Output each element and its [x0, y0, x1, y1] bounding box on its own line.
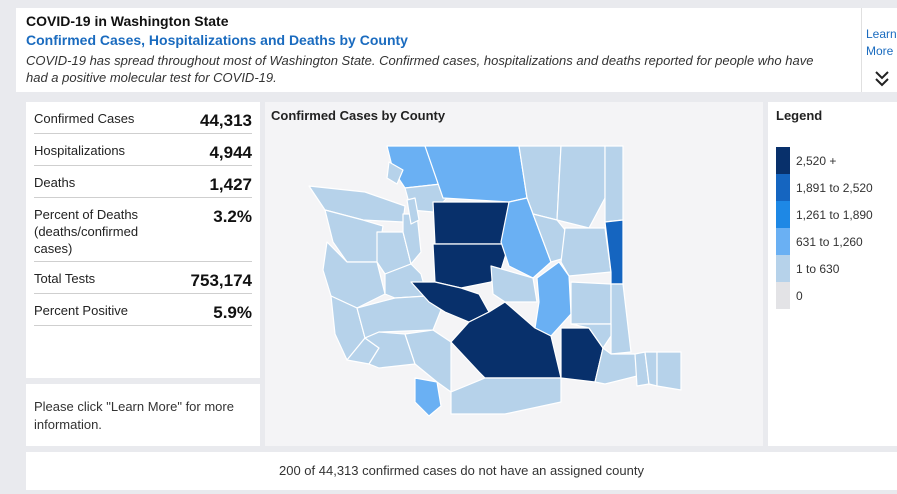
stat-label: Hospitalizations	[34, 143, 126, 158]
legend-item: 631 to 1,260	[776, 228, 889, 255]
county-map-panel: Confirmed Cases by County	[265, 102, 763, 446]
stat-row-deaths: Deaths 1,427	[34, 166, 252, 198]
legend-label: 1,891 to 2,520	[796, 180, 873, 195]
county-grays-harbor[interactable]	[322, 241, 386, 309]
washington-county-map[interactable]	[265, 102, 763, 446]
county-klickitat[interactable]	[450, 377, 562, 415]
stat-value: 4,944	[209, 143, 252, 162]
county-cowlitz[interactable]	[364, 331, 416, 369]
stat-row-confirmed: Confirmed Cases 44,313	[34, 102, 252, 134]
county-island[interactable]	[406, 197, 420, 225]
legend-swatch	[776, 147, 790, 174]
county-kittitas[interactable]	[490, 265, 538, 303]
legend-label: 631 to 1,260	[796, 234, 863, 249]
legend-item: 2,520 +	[776, 147, 889, 174]
legend-item: 0	[776, 282, 889, 309]
legend-item: 1,261 to 1,890	[776, 201, 889, 228]
unassigned-cases-footer: 200 of 44,313 confirmed cases do not hav…	[26, 452, 897, 490]
stat-value: 753,174	[190, 271, 252, 290]
stat-row-percent-deaths: Percent of Deaths (deaths/confirmed case…	[34, 198, 252, 262]
learn-more-label[interactable]: Learn More	[866, 26, 897, 60]
legend-label: 1,261 to 1,890	[796, 207, 873, 222]
learn-more-line1[interactable]: Learn	[866, 27, 897, 41]
header-panel: COVID-19 in Washington State Confirmed C…	[16, 8, 861, 92]
stat-label: Percent of Deaths (deaths/confirmed case…	[34, 207, 139, 256]
legend-label: 2,520 +	[796, 153, 837, 168]
legend-swatch	[776, 282, 790, 309]
stat-row-total-tests: Total Tests 753,174	[34, 262, 252, 294]
county-pend-oreille[interactable]	[604, 145, 624, 223]
county-whitman[interactable]	[610, 283, 632, 355]
county-franklin[interactable]	[570, 323, 612, 349]
stat-label: Confirmed Cases	[34, 111, 135, 126]
legend-panel: Legend 2,520 + 1,891 to 2,520 1,261 to 1…	[768, 102, 897, 446]
stat-row-hospitalizations: Hospitalizations 4,944	[34, 134, 252, 166]
county-adams[interactable]	[570, 281, 612, 325]
double-chevron-down-icon[interactable]	[874, 70, 890, 88]
learn-more-button[interactable]: Learn More	[861, 8, 897, 92]
county-chelan[interactable]	[500, 197, 552, 279]
county-lincoln[interactable]	[560, 227, 612, 277]
county-clark[interactable]	[414, 377, 442, 417]
county-yakima[interactable]	[450, 301, 562, 379]
legend-item: 1,891 to 2,520	[776, 174, 889, 201]
stat-row-percent-positive: Percent Positive 5.9%	[34, 294, 252, 326]
legend-label: 0	[796, 288, 803, 303]
learn-more-line2[interactable]: More	[866, 44, 894, 58]
legend-label: 1 to 630	[796, 261, 840, 276]
stat-label: Deaths	[34, 175, 76, 190]
county-walla-walla[interactable]	[594, 347, 638, 385]
county-stevens[interactable]	[556, 145, 606, 229]
map-title: Confirmed Cases by County	[271, 108, 446, 123]
legend-title: Legend	[776, 108, 823, 123]
legend-swatch	[776, 174, 790, 201]
stat-value: 5.9%	[213, 303, 252, 322]
stat-label: Total Tests	[34, 271, 96, 286]
stat-value: 3.2%	[213, 207, 252, 226]
page-description: COVID-19 has spread throughout most of W…	[26, 53, 814, 85]
stat-label: Percent Positive	[34, 303, 128, 318]
stat-value: 1,427	[209, 175, 252, 194]
county-clallam[interactable]	[308, 185, 406, 223]
county-grant[interactable]	[534, 261, 572, 337]
learn-more-note: Please click "Learn More" for more infor…	[26, 384, 260, 446]
page-title: COVID-19 in Washington State	[26, 13, 229, 29]
legend-swatch	[776, 228, 790, 255]
page-subtitle: Confirmed Cases, Hospitalizations and De…	[26, 32, 408, 48]
county-san-juan[interactable]	[386, 161, 404, 185]
legend-swatch	[776, 201, 790, 228]
legend-item: 1 to 630	[776, 255, 889, 282]
stat-value: 44,313	[200, 111, 252, 130]
county-snohomish[interactable]	[432, 201, 510, 245]
stats-panel: Confirmed Cases 44,313 Hospitalizations …	[26, 102, 260, 378]
legend-swatch	[776, 255, 790, 282]
county-asotin[interactable]	[656, 351, 682, 391]
